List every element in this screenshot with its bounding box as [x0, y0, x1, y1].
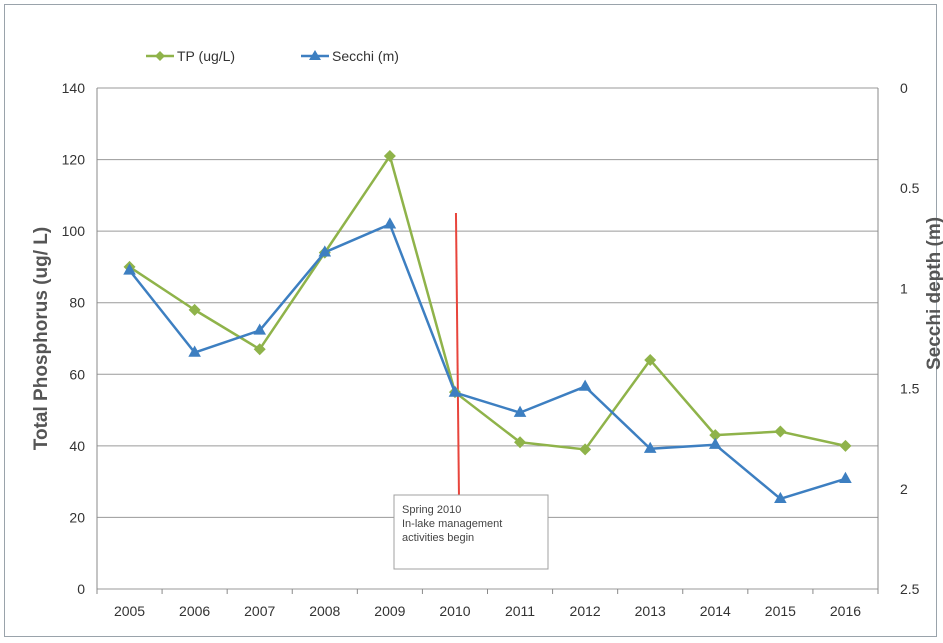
x-tick-label: 2015	[765, 603, 796, 619]
annotation-text-line-3: activities begin	[402, 532, 474, 544]
x-tick-label: 2006	[179, 603, 210, 619]
right-y-tick-labels: 0 0.5 1 1.5 2 2.5	[900, 80, 920, 597]
secchi-point	[383, 217, 397, 229]
tp-point	[839, 439, 852, 452]
legend-marker-secchi	[309, 50, 321, 60]
y2-tick-label: 2.5	[900, 581, 920, 597]
x-tick-label: 2008	[309, 603, 340, 619]
y-axis-title-right: Secchi depth (m)	[924, 217, 943, 370]
legend-marker-tp	[155, 51, 165, 61]
annotation-box	[393, 494, 549, 570]
annotation: Spring 2010 In-lake management activitie…	[393, 212, 549, 570]
grid-lines	[96, 87, 879, 594]
x-tick-label: 2014	[700, 603, 731, 619]
x-tick-label: 2005	[114, 603, 145, 619]
secchi-point	[839, 471, 852, 483]
y2-tick-label: 0.5	[900, 180, 920, 196]
y2-tick-label: 0	[900, 80, 908, 96]
secchi-point	[643, 441, 657, 453]
left-y-tick-labels: 0 20 40 60 80 100 120 140	[62, 80, 86, 597]
y-tick-label: 100	[62, 223, 86, 239]
y-axis-title-left: Total Phosphorus (ug/ L)	[31, 227, 52, 450]
tp-point	[774, 425, 787, 438]
tp-point	[383, 149, 396, 162]
y2-tick-label: 2	[900, 481, 908, 497]
x-tick-labels: 2005 2006 2007 2008 2009 2010 2011 2012 2013 2014…	[114, 603, 861, 619]
tp-point	[253, 343, 266, 356]
secchi-point	[318, 245, 332, 257]
x-tick-label: 2011	[505, 603, 535, 619]
tp-point	[514, 436, 527, 449]
legend-label-1: Secchi (m)	[332, 48, 399, 64]
y2-tick-label: 1.5	[900, 381, 920, 397]
secchi-point	[123, 263, 136, 275]
secchi-point	[448, 385, 462, 397]
x-tick-label: 2016	[830, 603, 861, 619]
x-tick-label: 2012	[570, 603, 601, 619]
secchi-point	[708, 437, 722, 449]
tp-point	[579, 443, 592, 456]
secchi-point	[188, 345, 201, 357]
annotation-text-line-2: In-lake management	[402, 518, 502, 530]
tp-point	[644, 353, 657, 366]
x-tick-label: 2013	[635, 603, 666, 619]
y-tick-label: 0	[77, 581, 85, 597]
series-layer	[123, 149, 852, 504]
annotation-text-line-1: Spring 2010	[402, 504, 461, 516]
secchi-point	[578, 379, 592, 391]
x-tick-label: 2010	[439, 603, 470, 619]
series-line-0	[128, 154, 846, 451]
tp-point	[188, 303, 201, 316]
y-tick-label: 140	[62, 80, 86, 96]
y-tick-label: 120	[62, 152, 86, 168]
secchi-point	[253, 323, 267, 335]
y-tick-label: 60	[69, 366, 85, 382]
tp-point	[709, 429, 722, 442]
y-tick-label: 80	[69, 295, 85, 311]
y-tick-label: 40	[69, 438, 85, 454]
secchi-point	[774, 491, 787, 504]
legend-label-0: TP (ug/L)	[177, 48, 235, 64]
annotation-marker-line	[454, 212, 460, 496]
series-line-1	[128, 223, 846, 501]
x-tick-label: 2007	[244, 603, 275, 619]
legend: TP (ug/L) Secchi (m)	[146, 48, 399, 64]
secchi-point	[513, 405, 527, 417]
y2-tick-label: 1	[900, 280, 908, 296]
x-tick-label: 2009	[374, 603, 405, 619]
y-tick-label: 20	[69, 509, 85, 525]
